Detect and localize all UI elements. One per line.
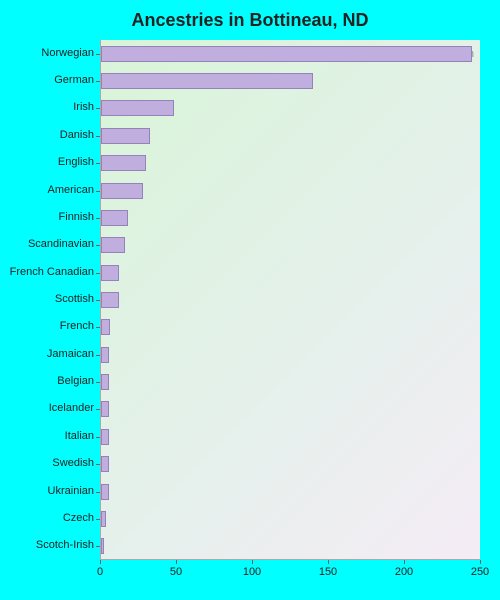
bar-row: [101, 237, 480, 253]
bar: [101, 319, 110, 335]
y-tick: [96, 437, 100, 438]
bar-row: [101, 484, 480, 500]
x-tick: [100, 560, 101, 564]
bar-row: [101, 538, 480, 554]
x-tick: [176, 560, 177, 564]
y-tick: [96, 546, 100, 547]
bar-row: [101, 347, 480, 363]
y-axis-label: Norwegian: [0, 47, 94, 59]
y-tick: [96, 191, 100, 192]
y-tick: [96, 54, 100, 55]
chart-title: Ancestries in Bottineau, ND: [0, 10, 500, 31]
bar-row: [101, 46, 480, 62]
y-tick: [96, 519, 100, 520]
y-tick: [96, 218, 100, 219]
x-tick: [252, 560, 253, 564]
x-tick-label: 150: [319, 566, 337, 578]
x-tick-label: 200: [395, 566, 413, 578]
bar-row: [101, 292, 480, 308]
bar-row: [101, 73, 480, 89]
y-tick: [96, 273, 100, 274]
y-tick: [96, 355, 100, 356]
bar: [101, 183, 143, 199]
x-tick: [404, 560, 405, 564]
y-tick: [96, 245, 100, 246]
bar: [101, 265, 119, 281]
y-axis-label: Italian: [0, 430, 94, 442]
y-axis-label: Scottish: [0, 293, 94, 305]
bar: [101, 429, 109, 445]
x-tick-label: 50: [170, 566, 182, 578]
y-tick: [96, 464, 100, 465]
x-tick-label: 0: [97, 566, 103, 578]
bar: [101, 128, 150, 144]
x-axis: 050100150200250: [100, 560, 480, 590]
bar: [101, 347, 109, 363]
y-tick: [96, 409, 100, 410]
bar: [101, 456, 109, 472]
bar-row: [101, 210, 480, 226]
bar: [101, 237, 125, 253]
y-axis-label: Scotch-Irish: [0, 539, 94, 551]
y-tick: [96, 492, 100, 493]
y-axis-label: Irish: [0, 101, 94, 113]
y-axis-label: Czech: [0, 512, 94, 524]
bar: [101, 484, 109, 500]
bar: [101, 511, 106, 527]
bar: [101, 210, 128, 226]
y-axis-label: Scandinavian: [0, 238, 94, 250]
y-tick: [96, 136, 100, 137]
bar-row: [101, 100, 480, 116]
y-axis-label: Finnish: [0, 211, 94, 223]
bar: [101, 73, 313, 89]
y-axis-label: English: [0, 156, 94, 168]
bar: [101, 46, 472, 62]
y-axis-label: Danish: [0, 129, 94, 141]
y-tick: [96, 327, 100, 328]
bar: [101, 292, 119, 308]
x-tick-label: 100: [243, 566, 261, 578]
y-axis-label: French Canadian: [0, 266, 94, 278]
bar-row: [101, 374, 480, 390]
bar-row: [101, 401, 480, 417]
y-tick: [96, 81, 100, 82]
bar: [101, 538, 104, 554]
y-axis-label: French: [0, 320, 94, 332]
y-axis-label: German: [0, 74, 94, 86]
y-tick: [96, 108, 100, 109]
y-axis-label: American: [0, 184, 94, 196]
bar-row: [101, 265, 480, 281]
y-tick: [96, 382, 100, 383]
plot-area: City-Data.com: [100, 40, 480, 560]
bar-row: [101, 456, 480, 472]
bar-row: [101, 319, 480, 335]
bar: [101, 401, 109, 417]
bar-row: [101, 511, 480, 527]
x-tick-label: 250: [471, 566, 489, 578]
bar: [101, 374, 109, 390]
y-axis-label: Icelander: [0, 402, 94, 414]
y-tick: [96, 300, 100, 301]
y-axis-label: Jamaican: [0, 348, 94, 360]
y-axis-label: Belgian: [0, 375, 94, 387]
bar-row: [101, 155, 480, 171]
bars-layer: [101, 40, 480, 559]
x-tick: [480, 560, 481, 564]
bar: [101, 100, 174, 116]
y-tick: [96, 163, 100, 164]
bar-row: [101, 128, 480, 144]
y-axis-label: Ukrainian: [0, 485, 94, 497]
bar: [101, 155, 146, 171]
chart-container: Ancestries in Bottineau, ND City-Data.co…: [0, 0, 500, 600]
y-axis-label: Swedish: [0, 457, 94, 469]
x-tick: [328, 560, 329, 564]
bar-row: [101, 183, 480, 199]
bar-row: [101, 429, 480, 445]
